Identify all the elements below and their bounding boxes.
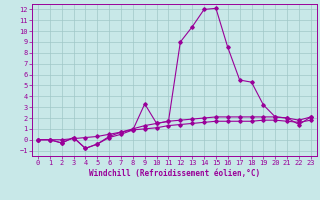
X-axis label: Windchill (Refroidissement éolien,°C): Windchill (Refroidissement éolien,°C) xyxy=(89,169,260,178)
